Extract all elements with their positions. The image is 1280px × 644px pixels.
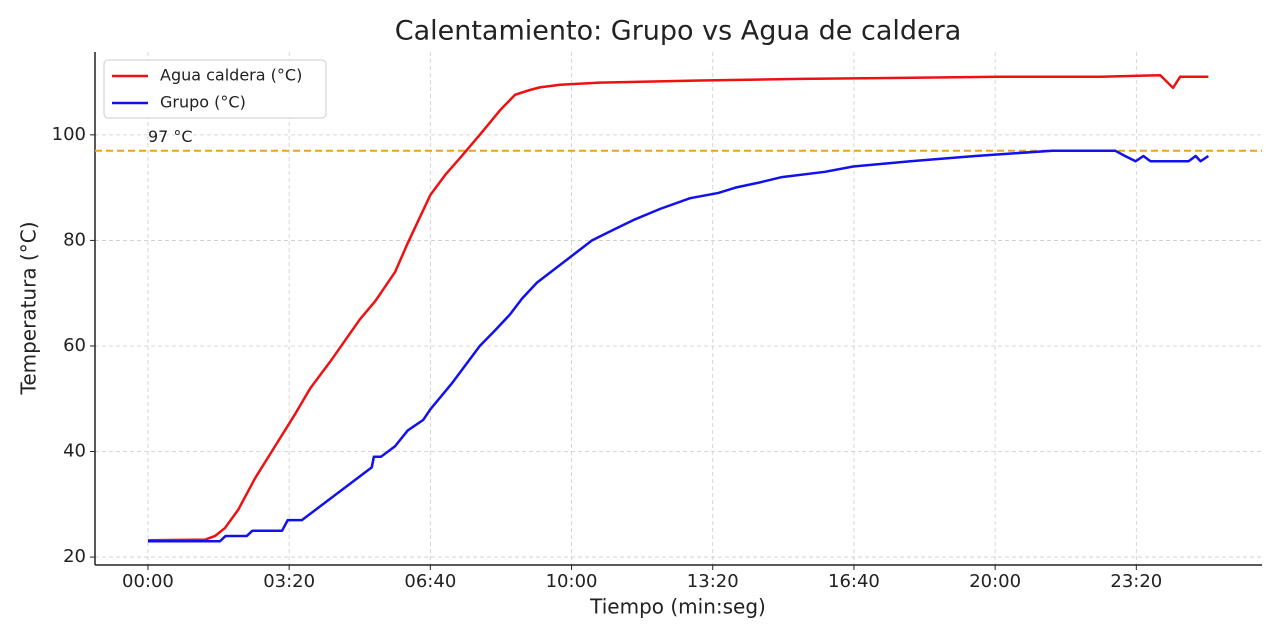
- x-tick-label: 13:20: [687, 571, 739, 592]
- x-axis-label: Tiempo (min:seg): [589, 595, 766, 619]
- x-tick-label: 06:40: [404, 571, 456, 592]
- chart-title: Calentamiento: Grupo vs Agua de caldera: [395, 16, 962, 47]
- y-tick-label: 20: [63, 546, 86, 567]
- reference-label: 97 °C: [148, 127, 193, 146]
- y-tick-label: 100: [52, 124, 86, 145]
- y-tick-label: 60: [63, 335, 86, 356]
- y-tick-label: 40: [63, 441, 86, 462]
- x-tick-label: 03:20: [263, 571, 315, 592]
- x-tick-label: 23:20: [1110, 571, 1162, 592]
- legend-label: Grupo (°C): [160, 93, 246, 112]
- y-axis-label: Temperatura (°C): [17, 221, 41, 395]
- series-line: [147, 149, 1210, 543]
- legend-box: [103, 59, 327, 119]
- x-tick-label: 20:00: [969, 571, 1021, 592]
- x-tick-label: 10:00: [546, 571, 598, 592]
- series-line: [147, 73, 1209, 542]
- x-tick-label: 00:00: [122, 571, 174, 592]
- x-tick-label: 16:40: [828, 571, 880, 592]
- legend-label: Agua caldera (°C): [160, 66, 302, 85]
- y-tick-label: 80: [63, 229, 86, 250]
